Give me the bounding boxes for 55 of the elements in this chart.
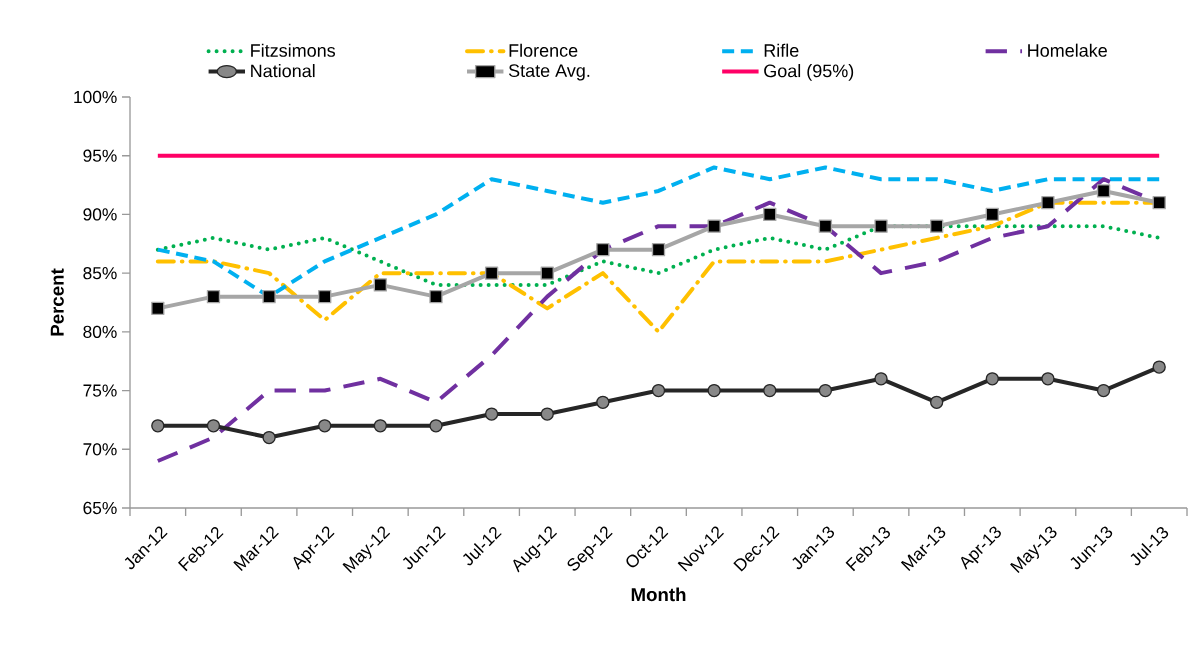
point <box>206 419 221 433</box>
point <box>373 278 388 292</box>
point <box>930 395 944 409</box>
point <box>1041 372 1055 386</box>
point <box>874 372 888 386</box>
y-tick-label: 90% <box>83 208 117 221</box>
point <box>985 207 999 222</box>
y-tick-label: 85% <box>83 267 117 280</box>
point <box>707 219 721 233</box>
legend-label: National <box>251 64 315 78</box>
point <box>985 372 999 386</box>
point <box>206 289 221 304</box>
point <box>1152 360 1166 374</box>
point <box>930 219 944 233</box>
legend-label: Florence <box>509 43 578 57</box>
point <box>1041 196 1055 210</box>
point <box>1096 383 1111 398</box>
point <box>651 242 666 257</box>
y-tick-label: 70% <box>83 443 117 456</box>
point <box>318 289 332 304</box>
x-axis-title: Month <box>631 587 686 602</box>
y-tick-label: 80% <box>83 325 117 338</box>
point <box>651 383 666 398</box>
point <box>596 395 610 409</box>
point <box>818 219 833 233</box>
legend-label: State Avg. <box>508 64 590 81</box>
legend-label: Fitzsimons <box>251 43 336 57</box>
y-tick-label: 100% <box>74 90 117 104</box>
point <box>262 289 276 304</box>
point <box>763 207 777 222</box>
point <box>429 419 443 433</box>
legend-label: Goal (95%) <box>764 64 854 81</box>
point <box>763 383 777 398</box>
y-axis-title: Percent <box>50 268 64 336</box>
point <box>262 430 276 445</box>
point <box>1096 184 1111 198</box>
point <box>540 407 554 421</box>
point <box>484 407 499 421</box>
point <box>151 301 165 316</box>
point <box>707 383 721 398</box>
point <box>484 266 499 280</box>
point <box>373 419 388 433</box>
legend-label: Rifle <box>764 43 799 57</box>
y-tick-label: 75% <box>83 384 117 397</box>
point <box>596 242 610 257</box>
point <box>151 419 165 433</box>
point <box>429 289 443 304</box>
point <box>318 419 332 433</box>
point <box>874 219 888 233</box>
y-tick-label: 65% <box>83 501 117 515</box>
point <box>1152 196 1166 210</box>
y-tick-label: 95% <box>83 149 117 162</box>
point <box>818 383 833 398</box>
point <box>540 266 554 280</box>
legend-label: Homelake <box>1028 43 1107 57</box>
